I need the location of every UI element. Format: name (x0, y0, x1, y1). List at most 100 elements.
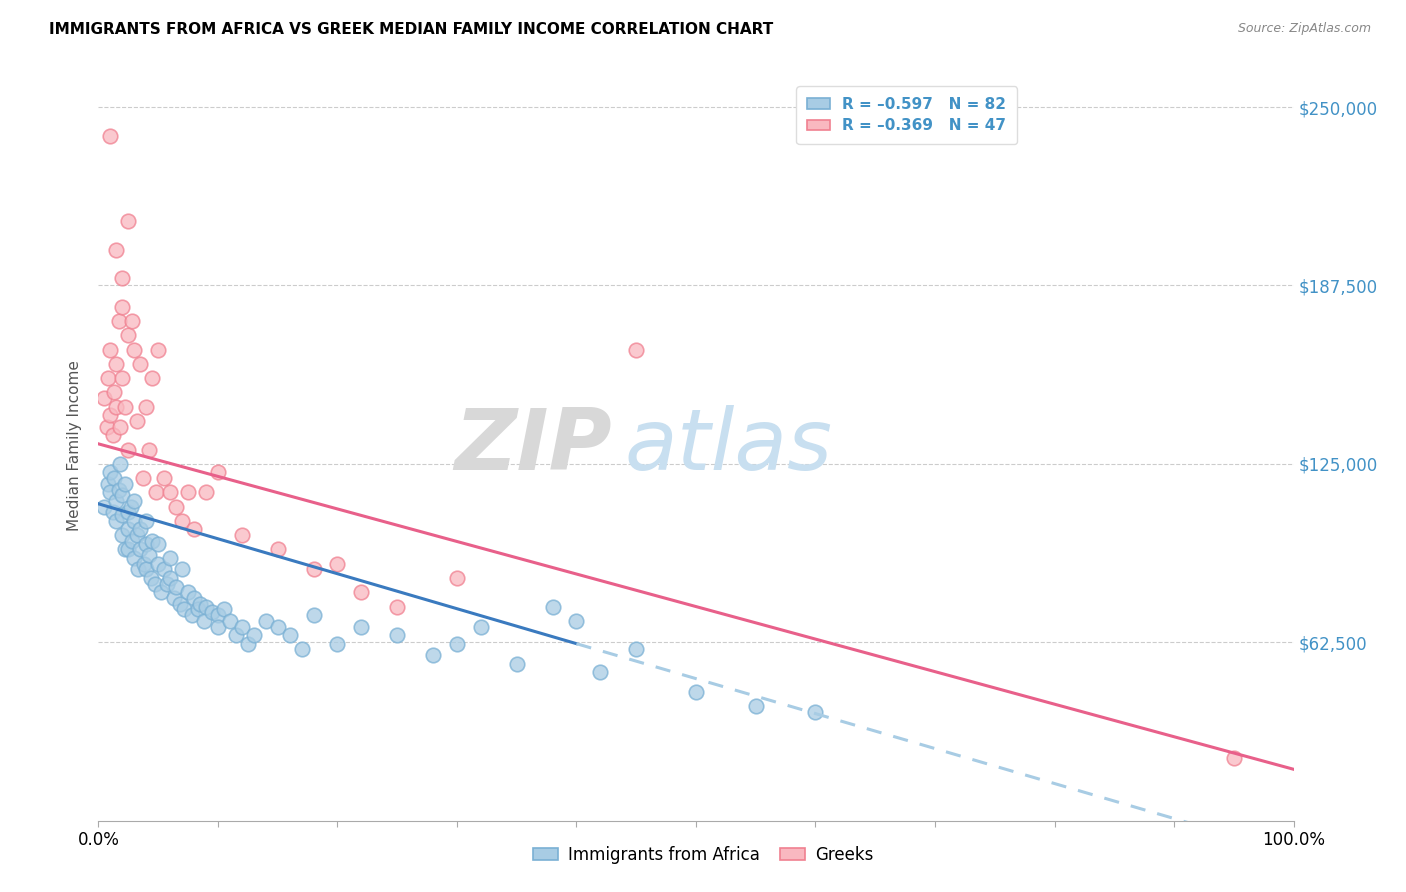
Point (129, 357, 152, 371)
Point (165, 580, 187, 594)
Point (626, 642, 648, 657)
Point (207, 466, 229, 480)
Point (103, 385, 125, 400)
Point (155, 576, 177, 591)
Point (125, 528, 148, 542)
Point (125, 414, 148, 428)
Point (135, 562, 157, 576)
Point (93, 500, 115, 514)
Y-axis label: Median Family Income: Median Family Income (67, 360, 83, 532)
Point (446, 571, 468, 585)
Point (326, 637, 349, 651)
Point (225, 628, 247, 642)
Point (231, 528, 253, 542)
Point (195, 485, 218, 500)
Point (470, 619, 492, 633)
Point (193, 614, 215, 628)
Point (120, 500, 142, 514)
Point (124, 551, 146, 566)
Point (385, 628, 409, 642)
Point (98, 485, 122, 500)
Point (159, 551, 181, 566)
Point (145, 485, 167, 500)
Point (117, 542, 139, 557)
Point (302, 562, 325, 576)
Point (565, 614, 588, 628)
Point (98, 409, 122, 423)
Point (107, 483, 129, 497)
Point (326, 557, 349, 571)
Point (188, 597, 211, 611)
Point (93, 391, 115, 405)
Point (745, 699, 768, 714)
Point (148, 537, 170, 551)
Point (236, 637, 259, 651)
Point (135, 400, 157, 414)
Point (105, 514, 128, 528)
Point (131, 471, 153, 485)
Point (139, 571, 162, 585)
Point (121, 314, 143, 328)
Point (350, 619, 373, 633)
Point (165, 500, 187, 514)
Point (117, 505, 139, 519)
Point (302, 608, 325, 623)
Point (108, 419, 131, 434)
Point (541, 599, 564, 614)
Point (149, 585, 172, 599)
Point (506, 657, 529, 671)
Point (127, 562, 149, 576)
Point (173, 602, 195, 616)
Point (135, 537, 157, 551)
Point (163, 591, 186, 605)
Point (141, 533, 163, 548)
Point (195, 599, 218, 614)
Point (291, 642, 314, 657)
Point (267, 542, 290, 557)
Point (129, 523, 152, 537)
Point (101, 428, 124, 442)
Point (98, 343, 122, 357)
Point (117, 214, 139, 228)
Point (804, 705, 827, 719)
Text: Source: ZipAtlas.com: Source: ZipAtlas.com (1237, 22, 1371, 36)
Text: ZIP: ZIP (454, 404, 613, 488)
Point (105, 400, 128, 414)
Point (105, 494, 128, 508)
Point (124, 514, 146, 528)
Point (172, 514, 194, 528)
Point (103, 471, 125, 485)
Point (153, 562, 176, 576)
Point (97, 476, 120, 491)
Point (107, 314, 129, 328)
Point (589, 665, 612, 680)
Point (143, 576, 166, 591)
Point (105, 243, 128, 257)
Point (626, 343, 648, 357)
Point (278, 628, 301, 642)
Point (135, 514, 157, 528)
Point (96, 419, 118, 434)
Point (201, 605, 224, 619)
Point (148, 557, 170, 571)
Point (267, 619, 290, 633)
Point (159, 571, 181, 585)
Point (1223, 751, 1246, 765)
Point (121, 533, 143, 548)
Point (117, 523, 139, 537)
Point (231, 619, 253, 633)
Point (114, 400, 136, 414)
Point (148, 343, 170, 357)
Point (101, 505, 124, 519)
Point (183, 591, 205, 605)
Point (446, 637, 468, 651)
Point (117, 442, 139, 457)
Point (111, 508, 134, 523)
Point (422, 648, 444, 662)
Point (207, 608, 229, 623)
Point (98, 128, 122, 143)
Legend: Immigrants from Africa, Greeks: Immigrants from Africa, Greeks (526, 839, 880, 871)
Point (129, 542, 152, 557)
Point (207, 619, 229, 633)
Point (177, 485, 200, 500)
